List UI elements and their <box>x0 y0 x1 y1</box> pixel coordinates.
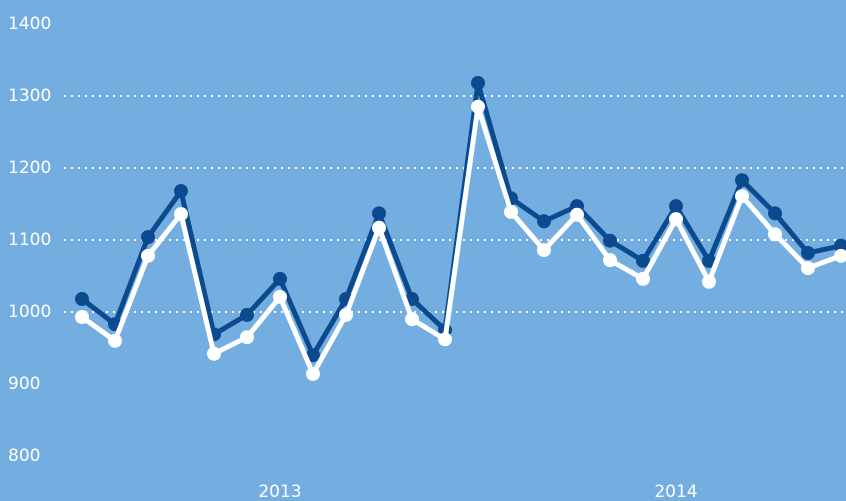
y-tick-label: 1100 <box>8 230 51 250</box>
point <box>801 245 815 260</box>
point <box>768 206 782 221</box>
point <box>537 243 551 258</box>
point <box>702 253 716 268</box>
y-tick-label: 1200 <box>8 158 51 178</box>
point <box>141 230 155 245</box>
point <box>471 76 485 91</box>
point <box>306 366 320 381</box>
point <box>735 173 749 188</box>
point <box>405 312 419 327</box>
point <box>372 206 386 221</box>
y-tick-label: 800 <box>8 446 40 466</box>
y-tick-label: 1300 <box>8 86 51 106</box>
point <box>471 99 485 114</box>
y-tick-label: 1400 <box>8 14 51 34</box>
point <box>75 310 89 325</box>
point <box>207 346 221 361</box>
point <box>240 307 254 322</box>
point <box>801 261 815 276</box>
point <box>636 253 650 268</box>
point <box>273 289 287 304</box>
point <box>438 332 452 347</box>
point <box>240 330 254 345</box>
point <box>141 248 155 263</box>
point <box>306 348 320 363</box>
point <box>768 227 782 242</box>
point <box>570 207 584 222</box>
y-tick-label: 1000 <box>8 302 51 322</box>
point <box>669 212 683 227</box>
point <box>669 199 683 214</box>
point <box>834 248 846 263</box>
point <box>603 253 617 268</box>
point <box>603 233 617 248</box>
point <box>735 189 749 204</box>
point <box>339 307 353 322</box>
point <box>174 184 188 199</box>
series-line <box>80 104 842 377</box>
point <box>504 204 518 219</box>
point <box>108 333 122 348</box>
y-tick-label: 900 <box>8 374 40 394</box>
point <box>75 292 89 307</box>
point <box>174 207 188 222</box>
point <box>702 274 716 289</box>
point <box>636 271 650 286</box>
x-tick-label: 2013 <box>258 482 301 501</box>
x-tick-label: 2014 <box>654 482 697 501</box>
point <box>372 220 386 235</box>
point <box>273 271 287 286</box>
point <box>537 214 551 229</box>
